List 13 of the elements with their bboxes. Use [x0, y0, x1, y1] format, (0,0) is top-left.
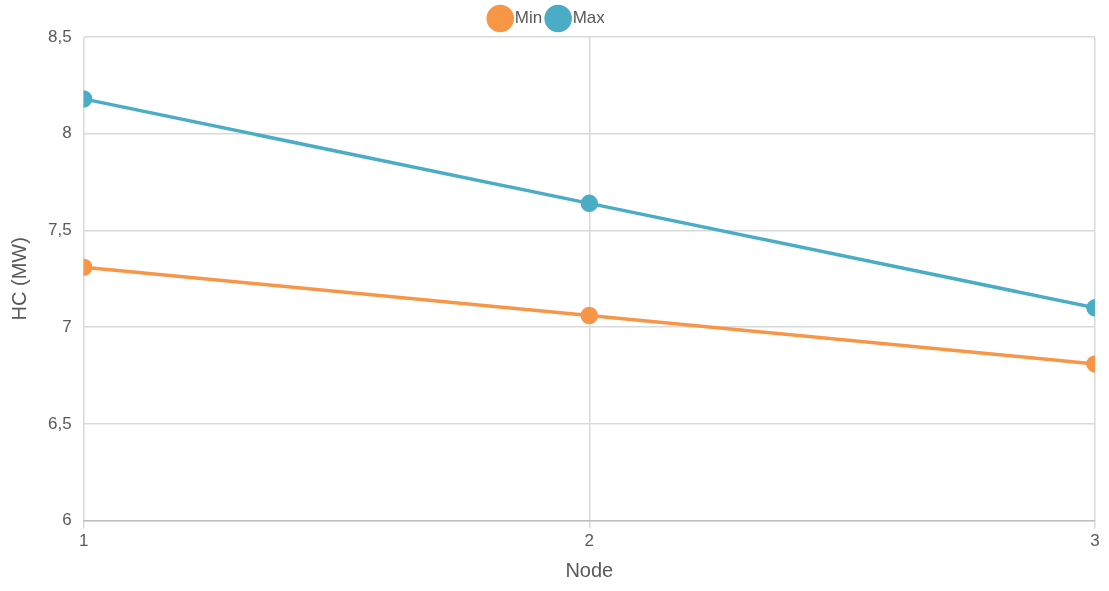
y-axis-title: HC (MW): [7, 237, 30, 321]
x-tick-label: 1: [78, 531, 89, 551]
legend-label: Min: [514, 8, 543, 28]
y-tick-label: 8: [62, 123, 72, 143]
x-tick-label: 3: [1090, 531, 1100, 551]
x-tick-label: 2: [584, 531, 595, 551]
y-tick-label: 8,5: [47, 26, 72, 46]
y-tick-label: 6,5: [47, 413, 72, 433]
x-axis-title: Node: [565, 558, 614, 581]
legend-label: Max: [572, 8, 606, 28]
y-tick-label: 6: [62, 510, 72, 530]
y-tick-label: 7: [62, 316, 72, 336]
y-tick-label: 7,5: [47, 220, 72, 240]
